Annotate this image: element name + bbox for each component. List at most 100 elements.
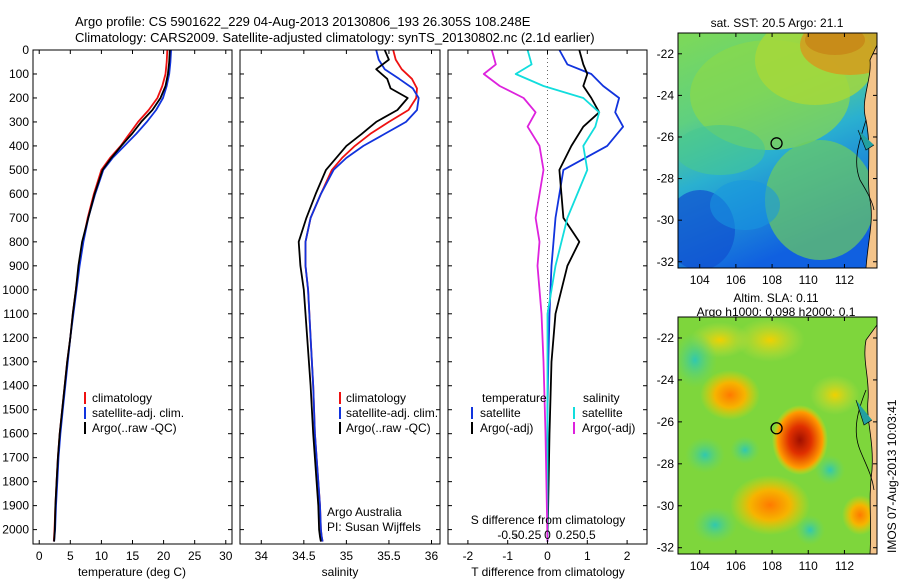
map-x-tick-label: 106 [726, 559, 746, 573]
x2-tick-label: 0.25 [556, 528, 580, 542]
y-tick-label: 300 [9, 115, 29, 129]
map-x-tick-label: 104 [690, 273, 710, 287]
map-x-tick-label: 108 [762, 273, 782, 287]
series-line-salinity-argo-adj [482, 49, 549, 542]
x-tick-label: 5 [67, 549, 74, 563]
sst-map-title: sat. SST: 20.5 Argo: 21.1 [711, 16, 844, 30]
y-tick-label: 1400 [2, 379, 29, 393]
map-y-tick-label: -26 [657, 415, 675, 429]
x-tick-label: 2 [624, 549, 631, 563]
y-tick-label: 700 [9, 211, 29, 225]
map-y-tick-label: -28 [657, 172, 675, 186]
sst-argo-marker [770, 137, 783, 150]
header-line-2: Climatology: CARS2009. Satellite-adjuste… [75, 30, 595, 45]
series-line-temperature-argo-adj [546, 49, 601, 542]
y-tick-label: 1000 [2, 283, 29, 297]
map-y-tick-label: -28 [657, 457, 675, 471]
legend-label-t-argo: Argo(-adj) [480, 421, 533, 435]
x-tick-label: 0 [544, 549, 551, 563]
y-tick-label: 600 [9, 187, 29, 201]
map-y-tick-label: -24 [657, 373, 675, 387]
y-tick-label: 1600 [2, 427, 29, 441]
x-tick-label: 15 [126, 549, 140, 563]
map-y-tick-label: -32 [657, 541, 675, 555]
x-tick-label: 1 [584, 549, 591, 563]
y-tick-label: 900 [9, 259, 29, 273]
difference-xlabel-s: S difference from climatology [471, 513, 626, 527]
legend-label-satellite-adj: satellite-adj. clim. [92, 406, 184, 420]
series-line-climatology [304, 49, 418, 542]
map-y-tick-label: -32 [657, 255, 675, 269]
x-tick-label: 36 [425, 549, 439, 563]
sla-map-title: Altim. SLA: 0.11 [733, 291, 818, 305]
x-tick-label: -1 [502, 549, 513, 563]
map-x-tick-label: 108 [762, 559, 782, 573]
x2-tick-label: -0.25 [514, 528, 542, 542]
sla-field [678, 317, 877, 554]
x-tick-label: 35.5 [377, 549, 401, 563]
temperature-panel: 0 5 10 15 20 25 300100200300400500600700800900… [2, 43, 232, 579]
sla-argo-marker [770, 422, 783, 435]
legend-header-salinity: salinity [583, 391, 620, 405]
y-tick-label: 1100 [3, 307, 29, 321]
map-y-tick-label: -24 [657, 88, 675, 102]
x-tick-label: 34 [255, 549, 269, 563]
salinity-legend: climatology satellite-adj. clim. Argo(..… [339, 391, 438, 435]
sla-map-panel: Altim. SLA: 0.11 Argo h1000: 0.098 h2000… [657, 291, 878, 573]
difference-panel: -2 -1 0 1 2 -0.5-0.25 0 0.25 0.5 T difference fr… [447, 49, 648, 579]
x-tick-label: -2 [463, 549, 474, 563]
map-y-tick-label: -30 [657, 499, 675, 513]
y-tick-label: 1800 [2, 475, 29, 489]
legend-label-argo: Argo(..raw -QC) [346, 421, 431, 435]
series-line-argo-raw-qc [297, 49, 409, 542]
header-line-1: Argo profile: CS 5901622_229 04-Aug-2013… [75, 14, 531, 29]
map-y-tick-label: -22 [657, 47, 675, 61]
map-y-tick-label: -26 [657, 130, 675, 144]
legend-label-climatology: climatology [346, 391, 406, 405]
map-y-tick-label: -30 [657, 213, 675, 227]
x2-tick-label: -0.5 [497, 528, 518, 542]
sla-map-subtitle: Argo h1000: 0.098 h2000: 0.1 [697, 305, 856, 319]
map-x-tick-label: 104 [690, 559, 710, 573]
legend-label-satellite-adj: satellite-adj. clim. [346, 406, 438, 420]
sst-map-panel: sat. SST: 20.5 Argo: 21.1 104 106 108 110 11… [657, 16, 878, 287]
legend-label-climatology: climatology [92, 391, 152, 405]
legend-label-t-satellite: satellite [480, 406, 521, 420]
series-line-salinity-satellite [514, 49, 601, 542]
difference-legend: temperature salinity satellite Argo(-adj… [471, 391, 635, 435]
map-y-tick-label: -22 [657, 331, 675, 345]
salinity-axes-frame [239, 49, 441, 545]
sst-map-frame [677, 32, 878, 269]
temperature-axes-frame [32, 49, 233, 545]
y-tick-label: 1500 [2, 403, 29, 417]
x2-tick-label: 0.5 [579, 528, 596, 542]
difference-xlabel-t: T difference from climatology [471, 565, 625, 579]
legend-header-temperature: temperature [482, 391, 547, 405]
map-x-tick-label: 112 [835, 273, 854, 287]
y-tick-label: 1700 [2, 451, 29, 465]
x-tick-label: 10 [95, 549, 109, 563]
timestamp-stamp: IMOS 07-Aug-2013 10:03:41 [885, 399, 899, 553]
map-x-tick-label: 110 [799, 559, 818, 573]
y-tick-label: 2000 [2, 523, 29, 537]
temperature-xlabel: temperature (deg C) [78, 565, 186, 579]
map-x-tick-label: 112 [835, 559, 854, 573]
annotation-pi-name: PI: Susan Wijffels [327, 520, 421, 534]
x-tick-label: 35 [340, 549, 354, 563]
x-tick-label: 25 [188, 549, 202, 563]
legend-label-s-argo: Argo(-adj) [582, 421, 635, 435]
x-tick-label: 30 [219, 549, 233, 563]
annotation-argo-australia: Argo Australia [327, 505, 402, 519]
sla-map-frame [677, 316, 878, 555]
legend-label-argo: Argo(..raw -QC) [92, 421, 177, 435]
series-line-satellite-adj-clim [304, 49, 420, 542]
sla-land [864, 317, 877, 554]
salinity-xlabel: salinity [322, 565, 359, 579]
map-x-tick-label: 110 [799, 273, 818, 287]
y-tick-label: 200 [9, 91, 29, 105]
temperature-legend: climatology satellite-adj. clim. Argo(..… [84, 391, 184, 435]
series-line-satellite-adj-clim [53, 49, 172, 542]
y-tick-label: 1200 [2, 331, 29, 345]
salinity-panel: 34 34.5 35 35.5 36 salinity climatology sate… [239, 49, 441, 579]
